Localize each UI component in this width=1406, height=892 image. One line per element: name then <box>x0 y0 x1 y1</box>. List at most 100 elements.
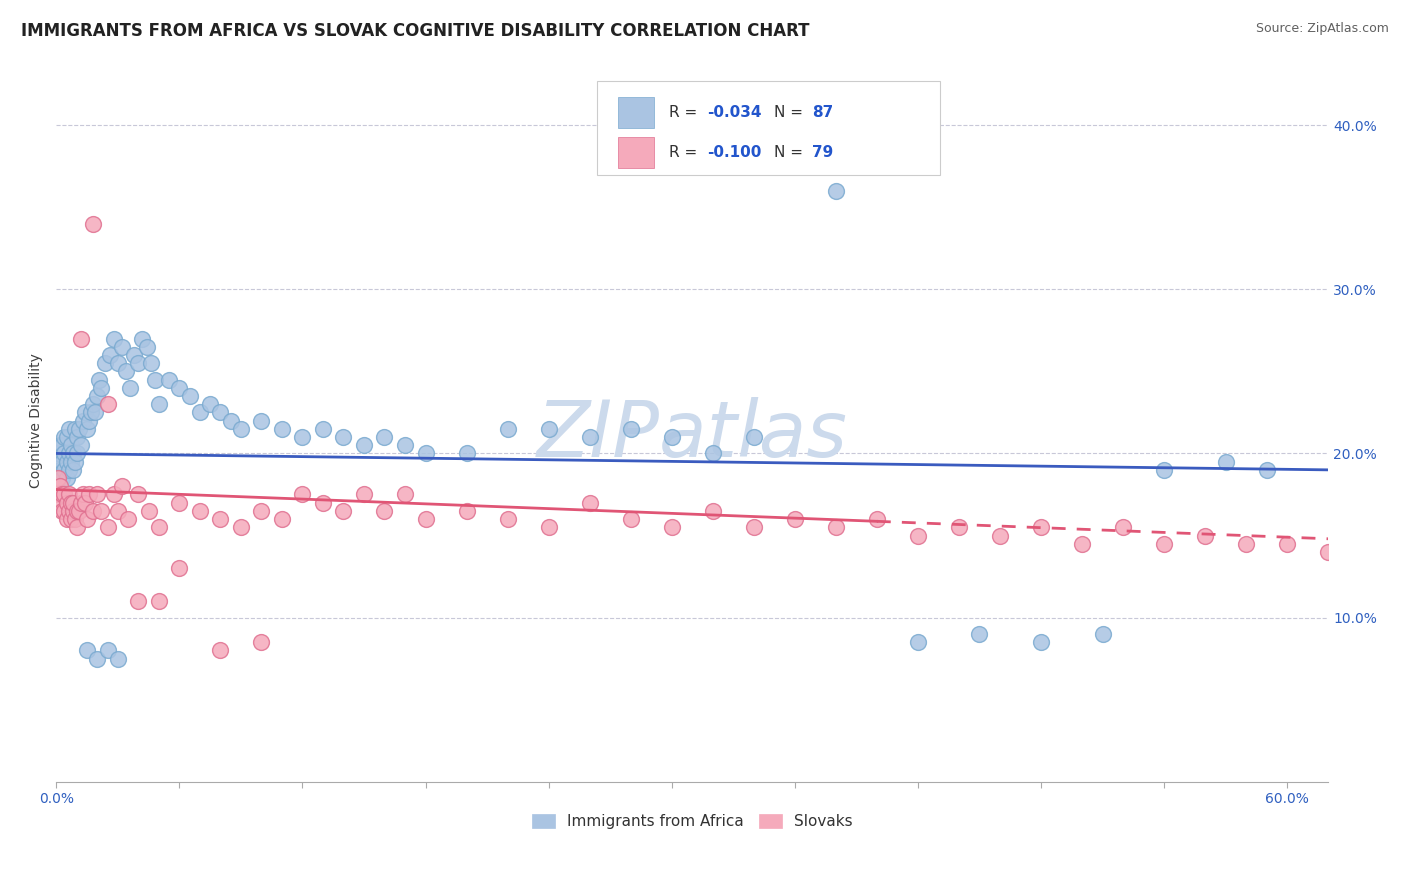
Point <box>70 496 93 510</box>
Point <box>702 446 724 460</box>
Point <box>866 512 889 526</box>
Point <box>188 405 211 419</box>
Point <box>135 340 157 354</box>
Point <box>55 471 77 485</box>
Point <box>143 373 166 387</box>
Point <box>58 487 80 501</box>
Point <box>157 373 180 387</box>
Point <box>229 520 252 534</box>
Point <box>82 397 104 411</box>
Point <box>353 438 375 452</box>
Point <box>62 496 84 510</box>
Point <box>90 381 112 395</box>
Point <box>148 594 170 608</box>
Point <box>115 364 138 378</box>
Point <box>120 381 142 395</box>
Bar <box>619 137 654 168</box>
Point <box>1194 528 1216 542</box>
Point <box>1029 520 1052 534</box>
Point <box>127 487 149 501</box>
Point <box>67 422 90 436</box>
Point <box>103 487 125 501</box>
Point <box>1234 537 1257 551</box>
Point <box>312 496 335 510</box>
Point <box>53 430 76 444</box>
Point <box>179 389 201 403</box>
Point <box>58 422 80 436</box>
Point <box>169 496 191 510</box>
Point <box>53 504 76 518</box>
Text: -0.100: -0.100 <box>707 145 762 160</box>
Point <box>73 405 96 419</box>
Point <box>63 422 86 436</box>
Point <box>86 487 108 501</box>
Point <box>72 487 94 501</box>
Point <box>1275 537 1298 551</box>
Point <box>948 520 970 534</box>
Point <box>103 332 125 346</box>
Point <box>291 430 314 444</box>
Point <box>96 643 118 657</box>
Point <box>139 356 162 370</box>
Point <box>1215 455 1237 469</box>
Point <box>620 512 643 526</box>
Point <box>66 446 89 460</box>
Point <box>107 651 129 665</box>
Point <box>46 455 69 469</box>
Point <box>49 479 72 493</box>
Point <box>51 438 73 452</box>
Point <box>55 512 77 526</box>
Text: 87: 87 <box>811 105 832 120</box>
Point <box>661 430 683 444</box>
Text: N =: N = <box>773 105 807 120</box>
Point <box>63 512 86 526</box>
Point <box>107 504 129 518</box>
Point <box>415 512 437 526</box>
Point <box>63 455 86 469</box>
Point <box>82 504 104 518</box>
Point <box>86 651 108 665</box>
Point <box>1153 537 1175 551</box>
Point <box>496 512 519 526</box>
Point <box>1317 545 1340 559</box>
Point <box>373 430 395 444</box>
Point <box>58 463 80 477</box>
Point <box>62 504 84 518</box>
Point <box>1153 463 1175 477</box>
Point <box>122 348 145 362</box>
Point <box>127 356 149 370</box>
Text: IMMIGRANTS FROM AFRICA VS SLOVAK COGNITIVE DISABILITY CORRELATION CHART: IMMIGRANTS FROM AFRICA VS SLOVAK COGNITI… <box>21 22 810 40</box>
Point <box>76 512 98 526</box>
Point <box>51 487 73 501</box>
Point <box>46 471 69 485</box>
Point <box>824 184 846 198</box>
Point <box>80 405 103 419</box>
Point <box>353 487 375 501</box>
Text: R =: R = <box>669 145 703 160</box>
Point <box>72 414 94 428</box>
Point <box>742 430 765 444</box>
Point <box>661 520 683 534</box>
Point <box>229 422 252 436</box>
Point <box>117 512 139 526</box>
Point <box>1112 520 1135 534</box>
Point <box>988 528 1011 542</box>
Text: -0.034: -0.034 <box>707 105 762 120</box>
Point <box>59 512 82 526</box>
Point <box>70 332 93 346</box>
Point <box>332 430 354 444</box>
Point <box>66 504 89 518</box>
Point <box>70 438 93 452</box>
Text: N =: N = <box>773 145 807 160</box>
Point <box>58 504 80 518</box>
Text: Source: ZipAtlas.com: Source: ZipAtlas.com <box>1256 22 1389 36</box>
Point <box>98 348 121 362</box>
Legend: Immigrants from Africa, Slovaks: Immigrants from Africa, Slovaks <box>526 808 859 836</box>
Point <box>219 414 242 428</box>
Point <box>59 438 82 452</box>
Point <box>783 512 806 526</box>
Point <box>46 487 69 501</box>
Point <box>209 405 232 419</box>
Point <box>824 520 846 534</box>
Point <box>90 504 112 518</box>
